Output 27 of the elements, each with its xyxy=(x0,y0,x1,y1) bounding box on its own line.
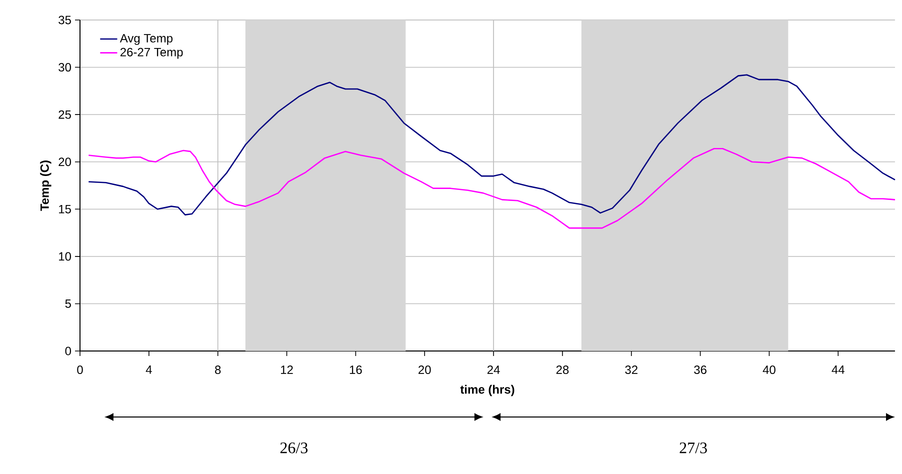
y-tick-label: 0 xyxy=(65,346,72,356)
x-tick-label: 16 xyxy=(350,366,362,374)
x-tick-label: 44 xyxy=(832,366,844,374)
x-tick-label: 4 xyxy=(146,366,152,374)
x-tick-label: 28 xyxy=(556,366,569,374)
y-tick-label: 20 xyxy=(58,158,71,166)
x-tick-label: 12 xyxy=(281,366,293,374)
legend-label: 26-27 Temp xyxy=(120,48,183,59)
y-tick-label: 5 xyxy=(65,300,71,308)
y-tick-label: 25 xyxy=(58,110,71,119)
text: 26/3 xyxy=(280,442,308,454)
x-tick-label: 24 xyxy=(487,366,500,374)
y-axis-title: Temp (C) xyxy=(40,160,52,211)
y-tick-label: 30 xyxy=(58,63,71,72)
x-tick-label: 36 xyxy=(694,366,706,374)
line-series xyxy=(88,74,896,216)
x-tick-label: 8 xyxy=(215,366,221,374)
x-axis-title: time (hrs) xyxy=(460,384,514,396)
text: 27/3 xyxy=(680,442,707,454)
x-tick-label: 20 xyxy=(418,366,431,374)
x-tick-label: 40 xyxy=(762,366,776,374)
y-tick-label: 15 xyxy=(59,204,71,214)
x-tick-label: 0 xyxy=(77,366,83,374)
y-tick-label: 10 xyxy=(59,252,71,261)
y-tick-label: 35 xyxy=(58,16,71,24)
legend-label: Avg Temp xyxy=(120,34,173,45)
x-tick-label: 32 xyxy=(625,366,638,374)
